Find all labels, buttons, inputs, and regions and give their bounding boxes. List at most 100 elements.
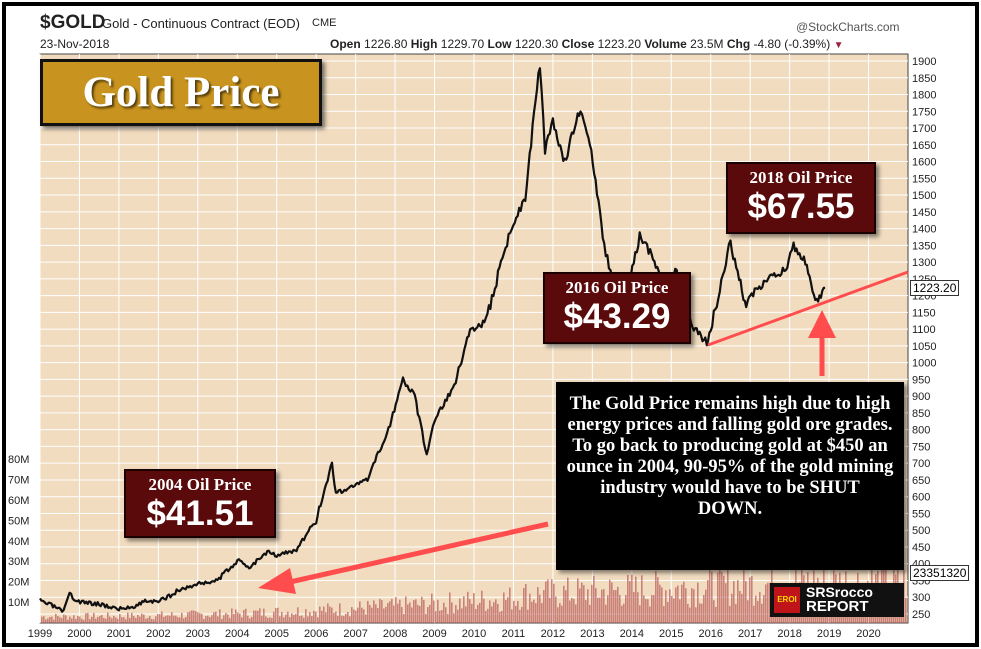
volume-bar [297,607,299,623]
volume-bar [285,614,287,623]
volume-bar [597,597,599,623]
oil-2016-value: $43.29 [563,297,671,336]
volume-bar [521,606,523,623]
volume-bar [457,609,459,623]
volume-bar [197,612,199,623]
volume-bar [127,612,129,623]
volume-bar [759,592,761,623]
volume-bar [145,618,147,623]
volume-bar [131,612,133,623]
volume-bar [295,613,297,623]
volume-bar [711,571,713,623]
volume-bar [547,579,549,623]
volume-bar [243,609,245,623]
volume-bar [163,616,165,623]
volume-bar [299,615,301,623]
logo-line1: SRSrocco [806,584,873,600]
volume-bar [761,603,763,623]
volume-bar [219,609,221,623]
volume-bar [289,617,291,623]
volume-bar [429,604,431,623]
y-tick-label: 450 [912,542,930,554]
volume-bar [171,612,173,623]
volume-bar [225,612,227,623]
volume-bar [741,593,743,623]
volume-bar [75,619,77,623]
volume-bar [343,615,345,623]
volume-bar [41,616,43,623]
volume-bar [71,618,73,623]
volume-bar [561,605,563,623]
eroi-badge-icon: EROI [774,587,800,613]
volume-bar [725,583,727,623]
volume-bar [523,587,525,623]
explanation-note: The Gold Price remains high due to high … [556,382,904,570]
volume-bar [101,614,103,623]
volume-bar [693,589,695,623]
volume-bar [401,607,403,623]
volume-bar [311,616,313,623]
volume-bar [95,618,97,623]
volume-bar [103,617,105,623]
volume-bar [537,587,539,623]
x-tick-label: 2013 [580,628,604,640]
close-label: Close [561,37,595,51]
volume-bar [713,600,715,623]
volume-bar [211,615,213,623]
volume-bar [275,608,277,623]
chart-date: 23-Nov-2018 [40,37,110,51]
volume-bar [201,613,203,623]
x-tick-label: 2010 [462,628,486,640]
volume-bar [65,615,67,623]
volume-bar [443,602,445,623]
volume-bar [769,582,771,623]
volume-bar [667,601,669,623]
volume-bar [277,607,279,623]
volume-bar [475,609,477,623]
volume-bar [459,598,461,623]
volume-bar [395,597,397,623]
volume-bar [377,608,379,623]
y-tick-label: 1850 [912,73,936,85]
y-tick-label: 1500 [912,190,936,202]
chg-label: Chg [726,37,751,51]
volume-bar [533,599,535,623]
volume-bar [609,579,611,623]
volume-bar [361,607,363,623]
volume-bar [719,565,721,623]
volume-bar [705,589,707,623]
volume-bar [527,609,529,623]
volume-bar [601,589,603,623]
volume-bar [727,568,729,623]
ohlc-bar: Open 1226.80 High 1229.70 Low 1220.30 Cl… [330,37,843,51]
volume-bar [599,597,601,623]
volume-bar [743,566,745,623]
y-tick-label: 800 [912,425,930,437]
oil-2018-box: 2018 Oil Price $67.55 [726,162,876,234]
volume-bar [319,606,321,623]
volume-bar [627,575,629,623]
volume-bar [207,615,209,623]
last-volume-tag: 23351320 [910,565,970,581]
volume-bar [749,577,751,623]
volume-bar [421,596,423,623]
volume-bar [139,616,141,623]
volume-bar [123,617,125,623]
volume-bar [543,590,545,623]
volume-bar [213,612,215,623]
volume-bar [471,603,473,623]
volume-bar [675,587,677,623]
volume-bar [645,599,647,623]
volume-bar [323,606,325,623]
volume-bar [437,599,439,623]
volume-bar [687,603,689,623]
y-tick-label: 650 [912,475,930,487]
volume-bar [265,616,267,623]
volume-bar [451,602,453,623]
volume-bar [187,612,189,623]
volume-bar [223,615,225,623]
open-label: Open [330,37,361,51]
volume-bar [679,599,681,623]
volume-bar [655,571,657,623]
volume-bar [349,616,351,623]
